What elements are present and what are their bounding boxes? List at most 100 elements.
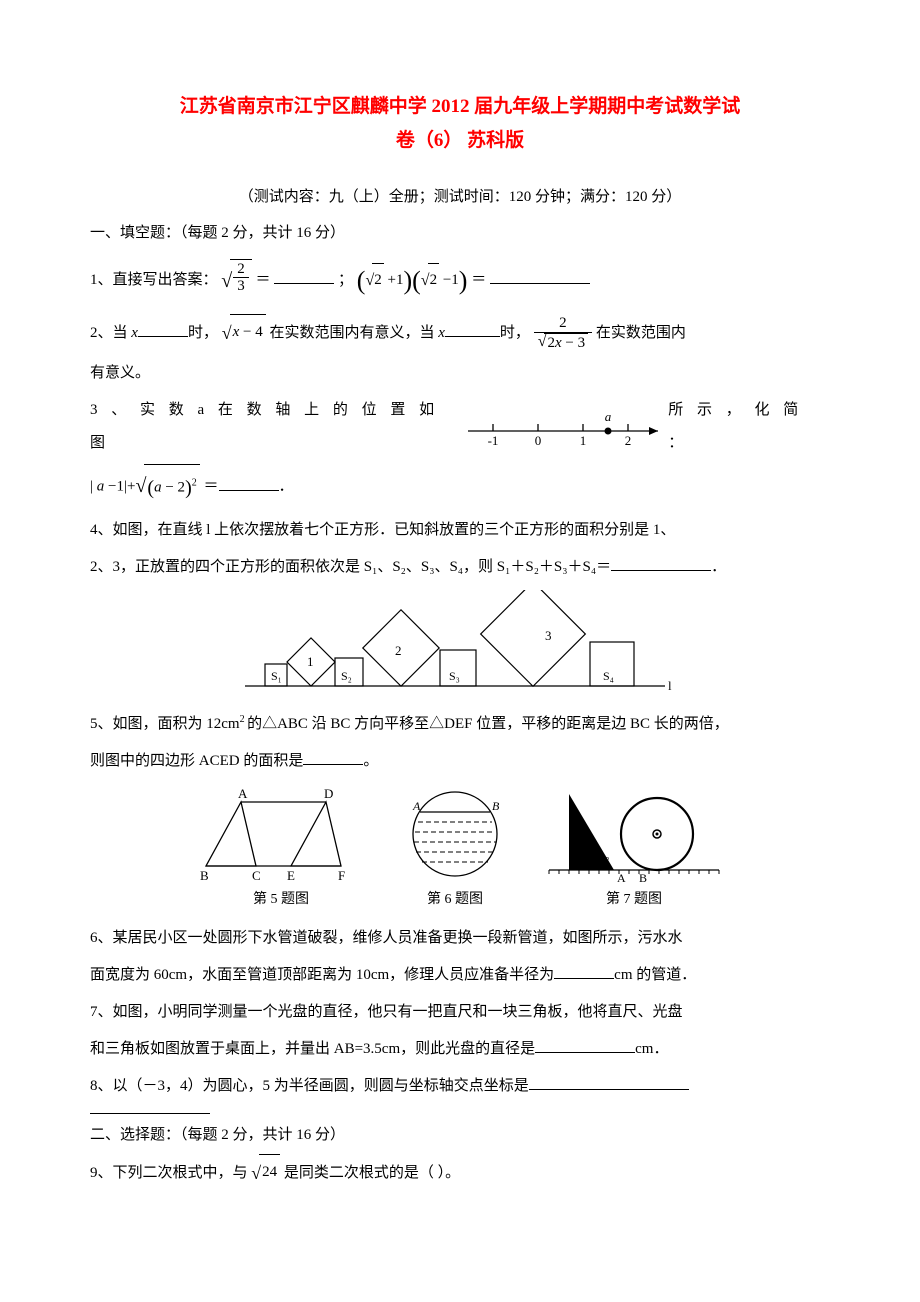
q5a-text: 5、如图，面积为 12cm — [90, 716, 240, 732]
q6b-text: 面宽度为 60cm，水面至管道顶部距离为 10cm，修理人员应准备半径为 — [90, 967, 554, 983]
q5b-text: 的△ABC 沿 BC 方向平移至△DEF 位置，平移的距离是边 BC 长的两倍， — [247, 716, 729, 732]
svg-text:A: A — [412, 799, 421, 813]
title-line1: 江苏省南京市江宁区麒麟中学 2012 届九年级上学期期中考试数学试 — [180, 96, 741, 117]
title-line2: 卷（6） 苏科版 — [396, 130, 524, 151]
svg-text:3: 3 — [545, 628, 552, 643]
rparen-2: ) — [459, 266, 468, 295]
section-2-heading: 二、选择题：（每题 2 分，共计 16 分） — [90, 1120, 830, 1150]
q8a-text: 8、以（－3，4）为圆心，5 为半径画圆，则圆与坐标轴交点坐标是 — [90, 1078, 529, 1094]
q3-b: 所 示 ， 化 简 ： — [668, 394, 830, 460]
eq-1: ＝ — [256, 272, 271, 288]
x2: x — [438, 325, 445, 341]
svg-text:B: B — [639, 871, 647, 884]
section-1-heading: 一、填空题：（每题 2 分，共计 16 分） — [90, 218, 830, 248]
blank-1b — [490, 268, 590, 284]
question-3b: | a −1|+√(a − 2)2 ＝ ． — [90, 464, 830, 510]
svg-text:a: a — [605, 409, 612, 424]
svg-text:A: A — [238, 786, 248, 801]
q4-figure-row: l S₁ 1 S₂ 2 S₃ 3 S₄ — [90, 590, 830, 700]
blank-7 — [535, 1037, 635, 1053]
question-2b: 有意义。 — [90, 357, 830, 390]
fig6: A B 第 6 题图 — [390, 784, 520, 914]
sqrt-24: √24 — [251, 1154, 280, 1194]
page-title: 江苏省南京市江宁区麒麟中学 2012 届九年级上学期期中考试数学试 卷（6） 苏… — [90, 90, 830, 158]
svg-text:S₃: S₃ — [449, 669, 460, 683]
question-2: 2、当 x时， √x − 4 在实数范围内有意义，当 x时， 2 √2x − 3… — [90, 314, 830, 354]
blank-6 — [554, 963, 614, 979]
fig-row-567: A D B C E F 第 5 题图 A B 第 6 题图 — [90, 784, 830, 914]
question-4b: 2、3，正放置的四个正方形的面积依次是 S₁、S₂、S₃、S₄，则 S₁＋S₂＋… — [90, 551, 830, 584]
q4c-text: ． — [711, 559, 726, 575]
svg-text:S₂: S₂ — [341, 669, 352, 683]
blank-2b — [445, 321, 500, 337]
question-3: 3 、 实 数 a 在 数 轴 上 的 位 置 如 图 -1 0 1 2 a 所… — [90, 394, 830, 460]
section-divider — [90, 1113, 210, 1114]
q4b-text: 2、3，正放置的四个正方形的面积依次是 S₁、S₂、S₃、S₄，则 S₁＋S₂＋… — [90, 559, 611, 575]
lparen-1: ( — [357, 266, 366, 295]
svg-text:60°: 60° — [594, 855, 609, 867]
q2-a: 2、当 — [90, 325, 131, 341]
blank-3 — [219, 475, 279, 491]
fig7: 60° A B 第 7 题图 — [544, 784, 724, 914]
minus1: −1 — [439, 272, 459, 288]
question-7a: 7、如图，小明同学测量一个光盘的直径，他只有一把直尺和一块三角板，他将直尺、光盘 — [90, 996, 830, 1029]
svg-text:B: B — [200, 868, 209, 883]
cap6: 第 6 题图 — [427, 886, 483, 914]
svg-text:D: D — [324, 786, 333, 801]
question-5b: 则图中的四边形 ACED 的面积是 。 — [90, 745, 830, 778]
blank-2a — [138, 321, 188, 337]
q5-sup: 2 — [240, 714, 248, 725]
blank-4 — [611, 555, 711, 571]
svg-text:S₄: S₄ — [603, 669, 614, 683]
svg-text:2: 2 — [625, 433, 632, 447]
eq-2: ＝ — [471, 272, 486, 288]
question-4a: 4、如图，在直线 l 上依次摆放着七个正方形．已知斜放置的三个正方形的面积分别是… — [90, 514, 830, 547]
q2-d: 时， — [500, 325, 530, 341]
sqrt-2over3: √23 — [221, 259, 251, 303]
sqrt2b: √2 — [421, 263, 439, 298]
blank-5 — [303, 749, 363, 765]
cap7: 第 7 题图 — [606, 886, 662, 914]
blank-1a — [274, 268, 334, 284]
svg-text:l: l — [668, 678, 672, 693]
fig5: A D B C E F 第 5 题图 — [196, 784, 366, 914]
question-1: 1、直接写出答案： √23 ＝ ； (√2 +1)(√2 −1) ＝ — [90, 252, 830, 309]
q9a-text: 9、下列二次根式中，与 — [90, 1165, 248, 1181]
lparen-2: ( — [412, 266, 421, 295]
sqrt-x-4: √x − 4 — [222, 314, 266, 354]
svg-text:1: 1 — [307, 654, 314, 669]
q4-seven-squares: l S₁ 1 S₂ 2 S₃ 3 S₄ — [245, 590, 675, 700]
svg-text:1: 1 — [580, 433, 587, 447]
sqrt-a2sq: √(a − 2)2 — [135, 464, 199, 510]
q6c-text: cm 的管道． — [614, 967, 696, 983]
q2-e: 在实数范围内 — [596, 325, 686, 341]
svg-text:-1: -1 — [488, 433, 499, 447]
cap5: 第 5 题图 — [253, 886, 309, 914]
svg-text:A: A — [617, 871, 626, 884]
x1: x — [131, 325, 138, 341]
blank-8 — [529, 1074, 689, 1090]
rparen-1: ) — [403, 266, 412, 295]
question-6b: 面宽度为 60cm，水面至管道顶部距离为 10cm，修理人员应准备半径为 cm 的… — [90, 959, 830, 992]
q7b-text: 和三角板如图放置于桌面上，并量出 AB=3.5cm，则此光盘的直径是 — [90, 1041, 535, 1057]
q1-sep: ； — [338, 272, 353, 288]
svg-text:2: 2 — [395, 643, 402, 658]
question-5a: 5、如图，面积为 12cm2 的△ABC 沿 BC 方向平移至△DEF 位置，平… — [90, 708, 830, 741]
q5c-text: 则图中的四边形 ACED 的面积是 — [90, 753, 303, 769]
svg-text:0: 0 — [535, 433, 542, 447]
period-3: ． — [279, 479, 294, 495]
abs-a-1: | a −1|+ — [90, 479, 135, 495]
question-6a: 6、某居民小区一处圆形下水管道破裂，维修人员准备更换一段新管道，如图所示，污水水 — [90, 922, 830, 955]
q2-c: 在实数范围内有意义，当 — [269, 325, 438, 341]
svg-text:B: B — [492, 799, 500, 813]
q5d-text: 。 — [363, 753, 378, 769]
q7c-text: cm． — [635, 1041, 668, 1057]
svg-text:E: E — [287, 868, 295, 883]
sqrt2a: √2 — [365, 263, 383, 298]
question-8: 8、以（－3，4）为圆心，5 为半径画圆，则圆与坐标轴交点坐标是 — [90, 1070, 830, 1103]
eq-3: ＝ — [203, 479, 218, 495]
svg-text:C: C — [252, 868, 261, 883]
test-info: （测试内容：九（上）全册；测试时间：120 分钟；满分：120 分） — [90, 182, 830, 212]
svg-text:F: F — [338, 868, 345, 883]
numberline-fig: -1 0 1 2 a — [463, 407, 668, 447]
